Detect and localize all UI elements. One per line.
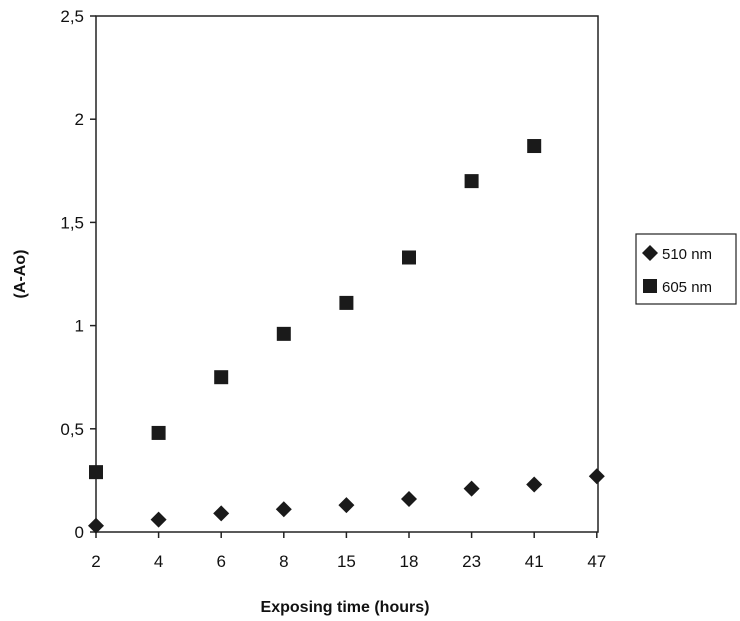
x-tick-label: 41: [525, 552, 544, 571]
y-axis-ticks: 0 0,5 1 1,5 2 2,5: [60, 7, 96, 542]
point-square: [89, 465, 103, 480]
point-diamond: [463, 480, 480, 497]
x-tick-label: 6: [216, 552, 225, 571]
point-diamond: [213, 505, 230, 522]
x-tick-label: 8: [279, 552, 288, 571]
y-tick-label: 1: [75, 317, 84, 336]
x-axis-ticks: 2 4 6 8 15 18 23 41 47: [91, 532, 606, 571]
legend-label: 605 nm: [662, 279, 712, 296]
x-tick-label: 4: [154, 552, 163, 571]
y-tick-label: 2,5: [60, 7, 84, 26]
x-tick-label: 2: [91, 552, 100, 571]
point-diamond: [401, 490, 417, 507]
point-square: [402, 250, 416, 265]
point-diamond: [88, 517, 104, 534]
point-square: [151, 425, 166, 440]
legend-marker: [643, 279, 657, 293]
data-marks: [88, 139, 605, 534]
legend: 510 nm 605 nm: [635, 233, 737, 305]
point-diamond: [588, 468, 605, 485]
y-tick-label: 2: [75, 110, 84, 129]
x-tick-label: 18: [400, 552, 419, 571]
legend-label: 510 nm: [662, 246, 712, 263]
point-square: [276, 326, 291, 341]
legend-marker: [642, 245, 658, 261]
y-tick-label: 0: [75, 523, 84, 542]
x-axis-title: Exposing time (hours): [261, 599, 430, 616]
point-diamond: [338, 497, 355, 514]
plot-frame: [95, 15, 599, 533]
point-diamond: [526, 476, 543, 493]
point-square: [214, 370, 229, 385]
y-tick-label: 0,5: [60, 420, 84, 439]
x-tick-label: 15: [337, 552, 356, 571]
point-square: [339, 295, 354, 310]
point-square: [527, 139, 542, 154]
x-tick-label: 47: [587, 552, 606, 571]
point-diamond: [275, 501, 292, 518]
y-axis-title: (A-Ao): [12, 250, 29, 299]
point-diamond: [150, 511, 167, 528]
x-tick-label: 23: [462, 552, 481, 571]
point-square: [464, 174, 479, 189]
y-tick-label: 1,5: [60, 213, 84, 232]
